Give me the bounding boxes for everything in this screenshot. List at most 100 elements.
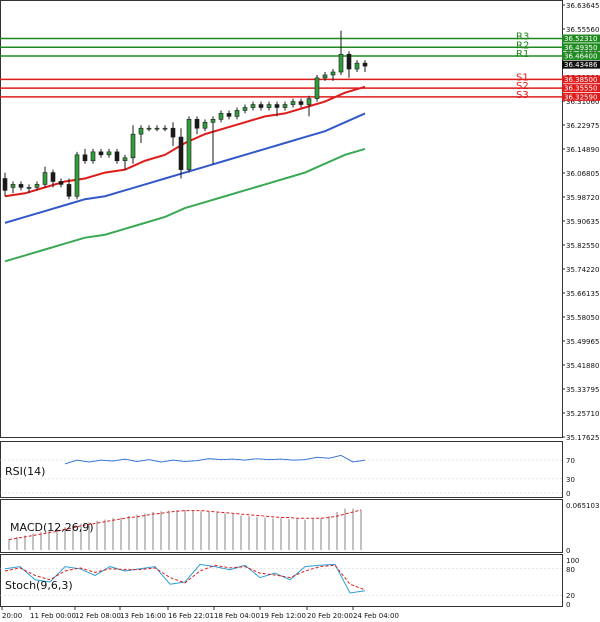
level-name-s1: S1 — [516, 72, 529, 83]
candle-body — [10, 184, 16, 188]
stoch-axis-tick-label: 80 — [566, 566, 575, 574]
candle-body — [2, 178, 8, 191]
stoch-title: Stoch(9,6,3) — [5, 579, 73, 592]
level-name-r2: R2 — [516, 40, 529, 51]
candle-body — [274, 104, 280, 108]
candle-body — [298, 101, 304, 105]
level-price-box — [562, 92, 600, 101]
moving-average-line — [4, 85, 366, 198]
candle-body — [98, 151, 104, 156]
rsi-axis-tick-label: 0 — [566, 490, 570, 498]
candle-body — [178, 136, 184, 170]
time-axis: 20:00 11 Feb 00:00 12 Feb 08:00 13 Feb 16:0… — [1, 607, 399, 620]
level-name-r1: R1 — [516, 49, 529, 60]
level-name-s2: S2 — [516, 81, 529, 92]
price-axis-tick-label: 35.98720 — [566, 194, 599, 202]
time-axis-tick-label: 16 Feb 22:01 — [168, 612, 214, 620]
level-price-label: 36.32590 — [564, 93, 597, 101]
candle-body — [282, 104, 288, 108]
candle-body — [106, 151, 112, 156]
candle-body — [218, 113, 224, 120]
candle-body — [290, 101, 296, 105]
time-axis-tick-label: 12 Feb 08:00 — [75, 612, 121, 620]
rsi-axis-tick-label: 30 — [566, 476, 575, 484]
candle-body — [330, 71, 336, 76]
candle-body — [122, 157, 128, 162]
price-axis-tick-label: 36.22975 — [566, 122, 599, 130]
rsi-panel: 70 30 0 — [0, 454, 575, 498]
time-axis-tick-label: 20:00 — [2, 612, 22, 620]
candle-body — [226, 113, 232, 117]
macd-axis-tick-label: 0 — [566, 547, 570, 555]
current-price-box — [562, 60, 600, 69]
moving-average-line — [4, 112, 366, 224]
moving-average-line — [4, 147, 366, 263]
candle-body — [186, 119, 192, 170]
stoch-d-line — [4, 564, 366, 591]
price-axis-tick-label: 36.55560 — [566, 26, 599, 34]
candle-body — [154, 127, 160, 130]
price-panel: 36.6364536.5556036.4747536.3939036.31060… — [0, 2, 600, 442]
stoch-axis-tick-label: 100 — [566, 557, 579, 565]
price-axis-tick-label: 36.31060 — [566, 98, 599, 106]
candle-body — [130, 133, 136, 159]
candle-body — [74, 154, 80, 197]
price-axis-tick-label: 35.41880 — [566, 362, 599, 370]
time-axis-tick-label: 24 Feb 04:00 — [353, 612, 399, 620]
price-axis-tick-label: 36.06805 — [566, 170, 599, 178]
candle-body — [18, 184, 24, 188]
current-price-label: 36.43486 — [564, 61, 598, 69]
time-axis-tick-label: 20 Feb 20:00 — [307, 612, 353, 620]
price-axis-tick-label: 36.63645 — [566, 2, 599, 10]
candle-body — [250, 104, 256, 108]
candle-body — [314, 77, 320, 99]
candle-body — [362, 62, 368, 67]
rsi-line — [64, 454, 366, 465]
price-axis-tick-label: 35.58050 — [566, 314, 599, 322]
level-price-box — [562, 52, 600, 61]
candle-body — [162, 127, 168, 130]
candle-body — [26, 187, 32, 189]
candle-body — [34, 184, 40, 188]
candle-body — [306, 98, 312, 105]
time-axis-tick-label: 18 Feb 04:00 — [214, 612, 260, 620]
level-name-r3: R3 — [516, 32, 529, 43]
level-price-box — [562, 34, 600, 43]
macd-title: MACD(12,26,9) — [10, 521, 94, 534]
level-price-box — [562, 84, 600, 93]
macd-panel-frame — [0, 499, 563, 553]
level-price-box — [562, 75, 600, 84]
candle-body — [66, 184, 72, 197]
rsi-title: RSI(14) — [5, 465, 45, 478]
time-axis-tick-label: 19 Feb 12:00 — [260, 612, 306, 620]
candle-body — [266, 104, 272, 108]
level-price-box — [562, 43, 600, 52]
stoch-k-line — [4, 563, 366, 594]
candle-body — [234, 110, 240, 117]
macd-panel: 0.065103 0 — [8, 502, 599, 555]
time-axis-tick-label: 13 Feb 16:00 — [120, 612, 166, 620]
macd-axis-tick-label: 0.065103 — [566, 502, 599, 510]
time-axis-tick-label: 11 Feb 00:00 — [30, 612, 76, 620]
candle-body — [138, 127, 144, 135]
price-axis-tick-label: 35.90635 — [566, 218, 599, 226]
macd-signal-line — [8, 509, 362, 541]
candle-body — [346, 53, 352, 70]
level-price-label: 36.38500 — [564, 76, 597, 84]
price-axis-tick-label: 36.14890 — [566, 146, 599, 154]
level-price-label: 36.35550 — [564, 85, 597, 93]
candle-body — [202, 121, 208, 129]
stoch-axis-tick-label: 0 — [566, 601, 570, 609]
stoch-axis-tick-label: 20 — [566, 592, 575, 600]
candle-body — [114, 151, 120, 162]
candle-body — [58, 181, 64, 185]
candle-body — [242, 107, 248, 111]
candle-body — [354, 62, 360, 70]
candle-body — [322, 74, 328, 79]
price-axis-tick-label: 35.33795 — [566, 386, 599, 394]
price-panel-frame — [0, 0, 563, 438]
price-axis-tick-label: 35.74220 — [566, 266, 599, 274]
candle-body — [50, 172, 56, 182]
